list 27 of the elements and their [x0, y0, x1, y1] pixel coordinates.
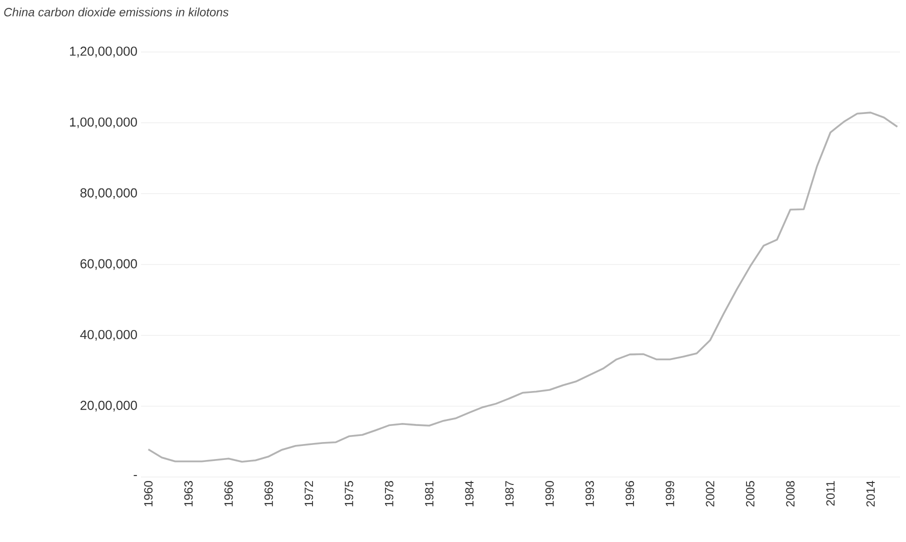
chart-title: China carbon dioxide emissions in kilotons [4, 8, 228, 16]
x-tick-label: 2002 [706, 481, 714, 507]
y-tick-label: 40,00,000 [80, 330, 137, 341]
y-tick-label: 80,00,000 [80, 188, 137, 200]
x-tick-label: 1978 [384, 481, 394, 506]
x-tick-label: 2014 [866, 480, 875, 507]
x-tick-label: 1960 [144, 480, 153, 506]
x-tick-label: 2011 [826, 481, 835, 506]
x-tick-label: 1975 [344, 481, 354, 506]
x-tick-label: 1981 [424, 481, 434, 506]
x-tick-label: 2005 [746, 481, 754, 507]
y-tick-label: - [134, 475, 137, 476]
y-tick-label: 60,00,000 [80, 259, 137, 270]
x-tick-label: 2008 [786, 481, 795, 507]
x-tick-label: 1969 [264, 481, 273, 506]
y-tick-label: 20,00,000 [80, 400, 137, 412]
x-tick-label: 1984 [465, 480, 474, 506]
x-tick-label: 1966 [224, 481, 233, 506]
x-tick-label: 1993 [585, 481, 594, 506]
x-tick-label: 1972 [304, 481, 314, 506]
x-tick-label: 1996 [626, 481, 634, 506]
y-tick-label: 1,00,00,000 [70, 117, 137, 128]
x-tick-label: 1987 [505, 481, 514, 506]
x-tick-label: 1999 [666, 481, 674, 506]
x-tick-label: 1990 [545, 480, 554, 506]
x-tick-label: 1963 [184, 481, 193, 506]
y-tick-label: 1,20,00,000 [70, 46, 137, 58]
